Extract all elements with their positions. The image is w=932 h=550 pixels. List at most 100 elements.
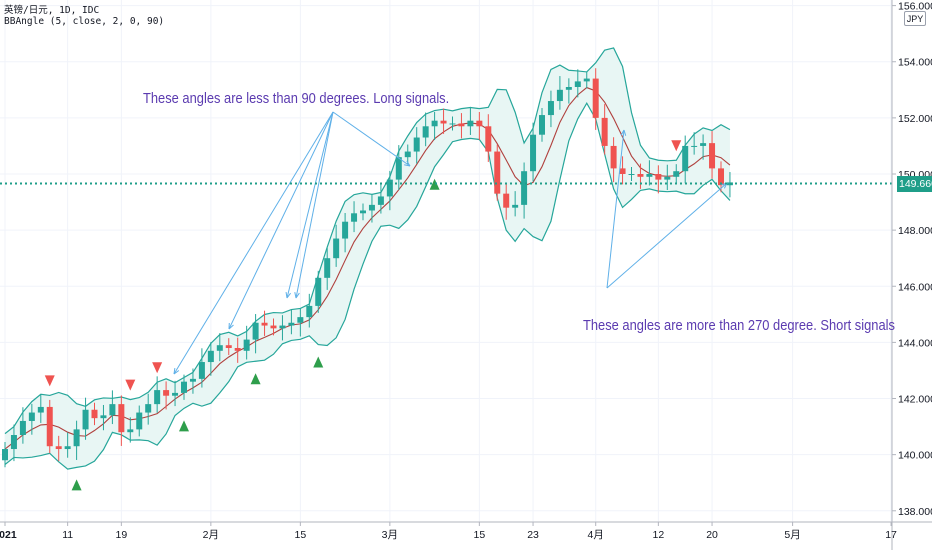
candle-body bbox=[243, 339, 250, 351]
candle-body bbox=[449, 123, 456, 125]
candle-body bbox=[252, 322, 259, 340]
candle bbox=[592, 68, 599, 130]
short-signal-triangle bbox=[152, 362, 163, 374]
candle bbox=[386, 170, 393, 211]
short-signal-annotation: These angles are more than 270 degree. S… bbox=[583, 317, 895, 334]
candle bbox=[207, 342, 214, 376]
candle bbox=[172, 380, 179, 407]
time-axis: 2021 11 19 2月 15 3月 15 23 4月 12 20 5月 17 bbox=[0, 521, 932, 541]
signals bbox=[44, 140, 682, 491]
candle bbox=[351, 201, 358, 233]
candle-body bbox=[682, 145, 689, 172]
candle-body bbox=[351, 213, 358, 222]
candle bbox=[503, 183, 510, 220]
candle bbox=[55, 435, 62, 462]
candle bbox=[19, 407, 26, 444]
annotation-arrowhead bbox=[294, 292, 300, 299]
candle-body bbox=[198, 362, 205, 379]
candle bbox=[163, 381, 170, 410]
price-tick-label: 152.000 bbox=[898, 113, 932, 125]
annotation-arrow bbox=[228, 111, 334, 330]
candle-body bbox=[485, 126, 492, 152]
candle-body bbox=[655, 174, 662, 180]
candle-body bbox=[440, 120, 447, 124]
candle-body bbox=[503, 193, 510, 208]
candle-body bbox=[637, 174, 644, 177]
candle bbox=[333, 224, 340, 267]
candle-body bbox=[181, 381, 187, 393]
time-tick-label: 3月 bbox=[382, 529, 398, 541]
candle bbox=[306, 293, 313, 328]
bollinger-band bbox=[4, 47, 731, 470]
candle-body bbox=[19, 420, 26, 435]
candle bbox=[565, 78, 572, 104]
candle bbox=[413, 127, 420, 164]
band-fill bbox=[5, 47, 730, 470]
candle bbox=[673, 164, 680, 184]
candle bbox=[145, 393, 152, 425]
currency-badge[interactable]: JPY bbox=[904, 11, 926, 26]
annotation-arrowhead bbox=[404, 160, 411, 167]
candle-body bbox=[234, 348, 241, 351]
candle bbox=[91, 402, 98, 426]
candle bbox=[664, 164, 671, 190]
candle-body bbox=[55, 446, 62, 450]
candle-body bbox=[315, 277, 322, 306]
candle-body bbox=[601, 117, 608, 146]
candle bbox=[189, 368, 196, 394]
candle-body bbox=[46, 406, 53, 447]
candle bbox=[216, 333, 223, 362]
candle-body bbox=[395, 157, 402, 180]
time-tick-label: 15 bbox=[474, 529, 486, 541]
candle-body bbox=[207, 350, 214, 363]
candle-body bbox=[368, 204, 375, 211]
candle-body bbox=[172, 392, 179, 396]
annotation-arrow bbox=[173, 111, 334, 375]
price-tick-label: 148.000 bbox=[898, 225, 932, 237]
grid bbox=[0, 0, 892, 522]
long-signal-triangle bbox=[429, 178, 440, 190]
candle-body bbox=[592, 78, 599, 118]
time-tick-label: 5月 bbox=[784, 529, 800, 541]
candle bbox=[2, 442, 8, 468]
candle bbox=[530, 122, 537, 182]
candle-body bbox=[91, 409, 98, 419]
candle bbox=[547, 90, 554, 128]
candle-body bbox=[431, 120, 438, 127]
long-signal-triangle bbox=[179, 420, 189, 432]
candle bbox=[181, 374, 187, 400]
candle-body bbox=[539, 115, 545, 135]
candle-body bbox=[109, 404, 116, 416]
candle bbox=[512, 191, 519, 217]
candle bbox=[655, 165, 662, 194]
time-tick-label: 2月 bbox=[203, 529, 219, 541]
lower-band bbox=[4, 101, 731, 470]
candle bbox=[494, 144, 501, 201]
price-axis: 138.000 140.000 142.000 144.000 146.000 148.0… bbox=[891, 0, 932, 550]
candle-body bbox=[127, 429, 134, 433]
short-signal-triangle bbox=[671, 140, 682, 152]
time-tick-label: 15 bbox=[295, 529, 307, 541]
candle-body bbox=[297, 317, 304, 323]
candle bbox=[726, 172, 733, 198]
candle-body bbox=[673, 171, 680, 177]
time-tick-label: 19 bbox=[116, 529, 128, 541]
candle bbox=[431, 111, 438, 141]
annotation-arrow bbox=[295, 111, 334, 299]
candle bbox=[556, 76, 563, 110]
candle bbox=[377, 182, 384, 214]
candle bbox=[109, 390, 116, 425]
candle bbox=[118, 395, 125, 446]
time-tick-label: 17 bbox=[885, 529, 897, 541]
candle bbox=[198, 348, 205, 388]
candle-body bbox=[64, 446, 71, 450]
candle bbox=[342, 213, 349, 253]
candle bbox=[691, 132, 698, 155]
long-signal-triangle bbox=[313, 356, 324, 368]
annotation-arrows bbox=[173, 111, 728, 375]
basis-line bbox=[4, 86, 731, 450]
candle-body bbox=[324, 258, 331, 278]
price-tick-label: 146.000 bbox=[898, 281, 932, 293]
